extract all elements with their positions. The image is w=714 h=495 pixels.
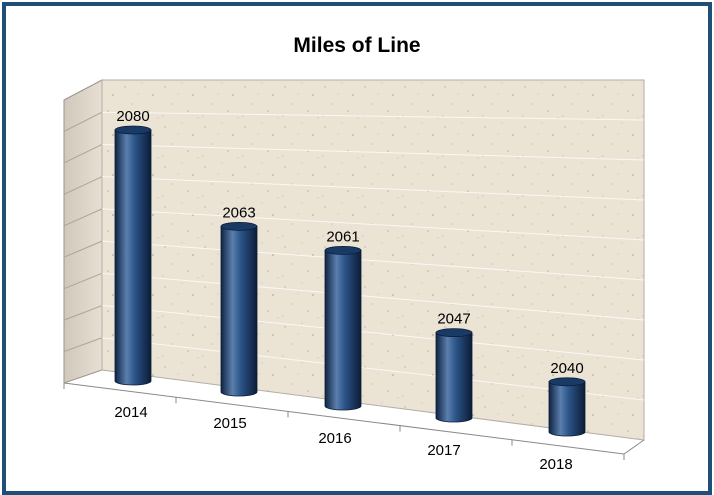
bar-top xyxy=(114,125,152,135)
x-tick-label: 2016 xyxy=(318,430,351,447)
data-label: 2063 xyxy=(222,204,255,221)
bar-top xyxy=(548,377,586,387)
bar-top xyxy=(324,245,362,255)
side-gridline xyxy=(63,143,103,164)
x-tick-label: 2017 xyxy=(427,442,460,459)
base-front-edge xyxy=(63,382,625,455)
base-right-edge xyxy=(623,439,645,455)
gridline xyxy=(101,208,645,241)
bar-2018 xyxy=(548,377,586,437)
side-wall xyxy=(63,79,103,384)
data-labels: 2080 2063 2061 2047 2040 xyxy=(116,108,583,377)
category-ticks xyxy=(63,383,625,460)
bar-2017 xyxy=(435,328,473,423)
data-label: 2080 xyxy=(116,108,149,125)
gridline xyxy=(101,305,645,361)
chart-title: Miles of Line xyxy=(293,34,420,57)
data-label: 2061 xyxy=(326,228,359,245)
side-gridline xyxy=(63,176,103,195)
gridline xyxy=(101,111,645,121)
side-gridline xyxy=(63,208,103,227)
bar-2016 xyxy=(324,245,362,411)
side-gridline xyxy=(63,337,103,353)
side-gridline xyxy=(63,111,103,132)
bars xyxy=(114,125,586,437)
gridline xyxy=(101,143,645,161)
side-gridline xyxy=(63,240,103,258)
bar-body xyxy=(114,129,152,386)
x-tick-label: 2015 xyxy=(213,415,246,432)
bar-body xyxy=(548,381,586,437)
x-tick-labels: 2014 2015 2016 2017 2018 xyxy=(114,404,572,473)
data-label: 2040 xyxy=(550,360,583,377)
x-tick-label: 2018 xyxy=(539,456,572,473)
bar-body xyxy=(324,249,362,411)
bar-body xyxy=(220,225,258,397)
x-tick-label: 2014 xyxy=(114,404,147,421)
data-label: 2047 xyxy=(437,311,470,328)
bar-top xyxy=(435,328,473,338)
side-gridline xyxy=(63,272,103,290)
gridlines xyxy=(63,111,645,401)
bar-top xyxy=(220,221,258,231)
bar-2014 xyxy=(114,125,152,386)
gridline xyxy=(101,272,645,321)
bar-body xyxy=(435,332,473,423)
bar-2015 xyxy=(220,221,258,397)
side-gridline xyxy=(63,305,103,321)
gridline xyxy=(101,240,645,281)
gridline xyxy=(101,176,645,201)
